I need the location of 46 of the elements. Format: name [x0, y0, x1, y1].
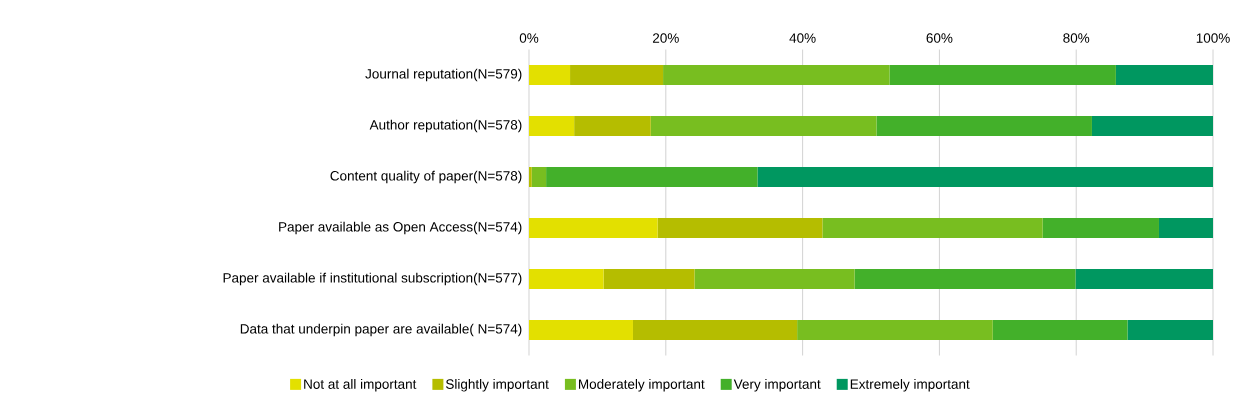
legend-label: Not at all important: [304, 378, 417, 392]
bar: [889, 65, 1116, 86]
y-tick-label: Content quality of paper(N=578): [330, 170, 522, 184]
x-tick-label: 100%: [1196, 33, 1230, 43]
bar: [546, 167, 758, 188]
bar: [529, 269, 604, 289]
bar: [876, 116, 1092, 137]
bar: [992, 320, 1128, 340]
bar: [529, 65, 571, 86]
legend-label: Extremely important: [850, 378, 970, 392]
bar: [529, 320, 633, 340]
bar: [529, 218, 658, 238]
legend-label: Very important: [733, 378, 821, 392]
bar: [1115, 65, 1214, 86]
x-tick-label: 40%: [789, 33, 816, 43]
bar: [570, 65, 664, 86]
bar: [1075, 269, 1214, 289]
bar: [822, 218, 1043, 238]
x-tick-label: 20%: [652, 33, 679, 43]
bar: [663, 65, 890, 86]
y-tick-label: Paper available as Open Access(N=574): [279, 221, 522, 235]
y-tick-label: Paper available if institutional subscription(N=577): [223, 272, 522, 286]
bar: [1091, 116, 1214, 137]
bar: [632, 320, 798, 340]
bar: [1042, 218, 1159, 238]
bar: [529, 116, 575, 137]
x-tick-label: 80%: [1063, 33, 1090, 43]
bar: [757, 167, 1214, 188]
y-tick-label: Author reputation(N=578): [369, 119, 522, 133]
legend-label: Slightly important: [445, 378, 549, 392]
bar: [854, 269, 1076, 289]
bar: [1158, 218, 1214, 238]
bar: [603, 269, 695, 289]
y-tick-label: Data that underpin paper are available( N=574): [240, 323, 522, 337]
legend-label: Moderately important: [579, 378, 705, 392]
bar: [797, 320, 993, 340]
x-tick-label: 0%: [519, 33, 539, 43]
bar: [694, 269, 855, 289]
bar: [531, 167, 547, 188]
bar: [1127, 320, 1214, 340]
bar: [657, 218, 823, 238]
y-tick-label: Journal reputation(N=579): [365, 68, 522, 82]
x-tick-label: 60%: [926, 33, 953, 43]
bar: [574, 116, 651, 137]
bar: [650, 116, 877, 137]
bar: [529, 167, 532, 188]
